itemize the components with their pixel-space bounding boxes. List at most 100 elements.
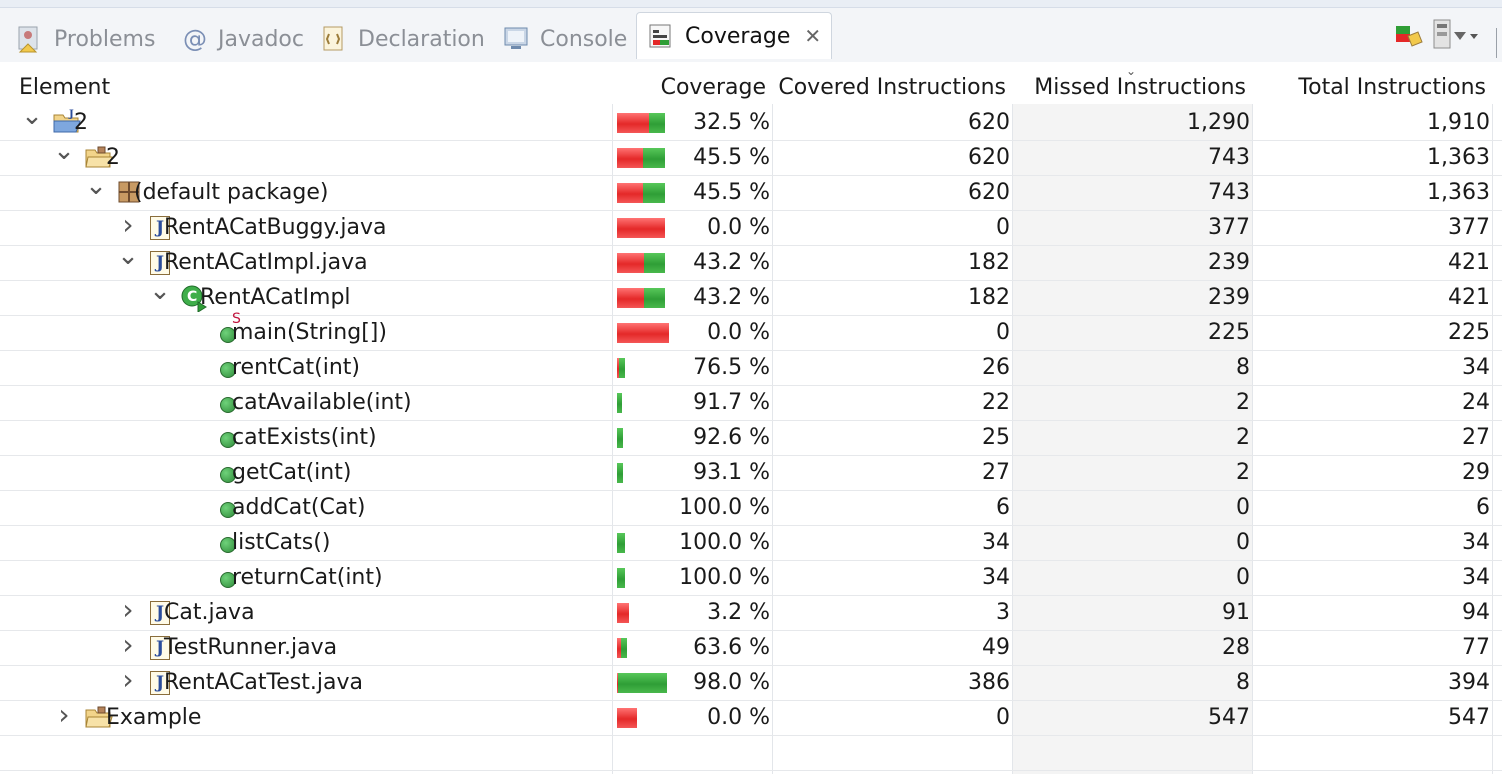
java-file-icon: J — [150, 636, 170, 660]
class-icon: C — [180, 284, 208, 313]
element-name: (default package) — [134, 180, 329, 205]
coverage-bar-missed — [617, 358, 619, 378]
chevron-down-icon[interactable]: ⌄ — [117, 241, 139, 271]
java-file-icon: J — [150, 216, 170, 240]
covered-instructions: 3 — [996, 600, 1010, 625]
coverage-bar-covered — [644, 253, 665, 273]
element-name: catAvailable(int) — [232, 390, 412, 415]
coverage-percent: 3.2 % — [707, 600, 770, 625]
close-icon[interactable]: ✕ — [804, 24, 822, 48]
table-row[interactable]: ⌄ (default package) 45.5 % 620 743 1,363 — [0, 171, 1502, 211]
coverage-icon — [647, 21, 677, 51]
coverage-percent: 76.5 % — [693, 355, 770, 380]
empty-row — [0, 735, 1502, 771]
coverage-bar — [617, 323, 669, 343]
tab-label: Problems — [54, 26, 156, 52]
total-instructions: 377 — [1448, 215, 1490, 240]
missed-instructions: 8 — [1236, 670, 1250, 695]
table-row[interactable]: › J TestRunner.java 63.6 % 49 28 77 — [0, 630, 1502, 666]
total-instructions: 421 — [1448, 250, 1490, 275]
table-row[interactable]: › J RentACatTest.java 98.0 % 386 8 394 — [0, 665, 1502, 701]
coverage-session-icon[interactable] — [1394, 22, 1424, 54]
coverage-bar-covered — [619, 358, 625, 378]
method-icon — [220, 397, 236, 413]
table-row[interactable]: listCats() 100.0 % 34 0 34 — [0, 525, 1502, 561]
method-icon — [220, 502, 236, 518]
table-row[interactable]: › Example 0.0 % 0 547 547 — [0, 700, 1502, 736]
missed-instructions: 28 — [1222, 635, 1250, 660]
missed-instructions: 0 — [1236, 565, 1250, 590]
coverage-bar — [617, 568, 625, 588]
chevron-right-icon[interactable]: › — [122, 628, 134, 661]
table-row[interactable]: getCat(int) 93.1 % 27 2 29 — [0, 455, 1502, 491]
column-header-total[interactable]: Total Instructions — [1298, 75, 1486, 100]
coverage-bar — [617, 358, 625, 378]
table-row[interactable]: catAvailable(int) 91.7 % 22 2 24 — [0, 385, 1502, 421]
table-row[interactable]: addCat(Cat) 100.0 % 6 0 6 — [0, 490, 1502, 526]
table-row[interactable]: ⌄ J RentACatImpl.java 43.2 % 182 239 421 — [0, 241, 1502, 281]
coverage-bar-covered — [643, 148, 665, 168]
column-header-covered[interactable]: Covered Instructions — [778, 75, 1006, 100]
table-row[interactable]: catExists(int) 92.6 % 25 2 27 — [0, 420, 1502, 456]
coverage-bar-covered — [617, 393, 622, 413]
chevron-down-icon[interactable]: ⌄ — [85, 171, 107, 201]
tab-problems[interactable]: Problems — [16, 20, 155, 58]
table-header: Element Coverage Covered Instructions Mi… — [0, 62, 1502, 104]
coverage-percent: 32.5 % — [693, 110, 770, 135]
tab-coverage[interactable]: Coverage ✕ — [636, 12, 833, 59]
chevron-down-icon[interactable]: ⌄ — [21, 101, 43, 131]
coverage-bar-covered — [617, 428, 623, 448]
coverage-bar — [617, 148, 665, 168]
total-instructions: 1,910 — [1427, 110, 1490, 135]
table-row[interactable]: returnCat(int) 100.0 % 34 0 34 — [0, 560, 1502, 596]
tab-declaration[interactable]: Declaration — [320, 20, 485, 58]
coverage-bar — [617, 218, 665, 238]
column-separator — [1252, 62, 1253, 774]
table-row[interactable]: ⌄ 2 45.5 % 620 743 1,363 — [0, 136, 1502, 176]
total-instructions: 1,363 — [1427, 145, 1490, 170]
covered-instructions: 34 — [982, 565, 1010, 590]
view-menu-icon[interactable] — [1432, 18, 1492, 56]
chevron-down-icon[interactable]: ⌄ — [149, 276, 171, 306]
coverage-bar-covered — [649, 113, 665, 133]
tab-label: Console — [540, 26, 628, 52]
missed-instructions: 239 — [1208, 250, 1250, 275]
total-instructions: 34 — [1462, 530, 1490, 555]
missed-instructions: 0 — [1236, 530, 1250, 555]
total-instructions: 77 — [1462, 635, 1490, 660]
tab-javadoc[interactable]: @ Javadoc — [180, 20, 304, 58]
element-name: Example — [106, 705, 202, 730]
total-instructions: 29 — [1462, 460, 1490, 485]
coverage-bar — [617, 253, 665, 273]
missed-instructions: 1,290 — [1187, 110, 1250, 135]
project-icon — [84, 704, 113, 730]
coverage-bar-covered — [617, 533, 625, 553]
chevron-right-icon[interactable]: › — [58, 698, 70, 731]
table-row[interactable]: rentCat(int) 76.5 % 26 8 34 — [0, 350, 1502, 386]
covered-instructions: 22 — [982, 390, 1010, 415]
coverage-percent: 100.0 % — [679, 565, 770, 590]
table-row[interactable]: › J Cat.java 3.2 % 3 91 94 — [0, 595, 1502, 631]
coverage-percent: 63.6 % — [693, 635, 770, 660]
coverage-bar-missed — [617, 708, 637, 728]
chevron-right-icon[interactable]: › — [122, 663, 134, 696]
chevron-down-icon[interactable]: ⌄ — [53, 136, 75, 166]
table-row[interactable]: ⌄ J 2 32.5 % 620 1,290 1,910 — [0, 101, 1502, 141]
table-row[interactable]: ⌄ C RentACatImpl 43.2 % 182 239 421 — [0, 276, 1502, 316]
element-name: returnCat(int) — [232, 565, 383, 590]
coverage-percent: 43.2 % — [693, 285, 770, 310]
coverage-percent: 45.5 % — [693, 145, 770, 170]
tab-console[interactable]: Console — [502, 20, 627, 58]
element-name: catExists(int) — [232, 425, 377, 450]
column-header-coverage[interactable]: Coverage — [660, 75, 766, 100]
table-row[interactable]: › J RentACatBuggy.java 0.0 % 0 377 377 — [0, 210, 1502, 246]
chevron-right-icon[interactable]: › — [122, 208, 134, 241]
coverage-bar — [617, 463, 623, 483]
column-header-missed[interactable]: Missed Instructions — [1034, 75, 1246, 100]
element-name: RentACatBuggy.java — [164, 215, 387, 240]
covered-instructions: 0 — [996, 215, 1010, 240]
covered-instructions: 25 — [982, 425, 1010, 450]
column-header-element[interactable]: Element — [19, 75, 111, 100]
chevron-right-icon[interactable]: › — [122, 593, 134, 626]
